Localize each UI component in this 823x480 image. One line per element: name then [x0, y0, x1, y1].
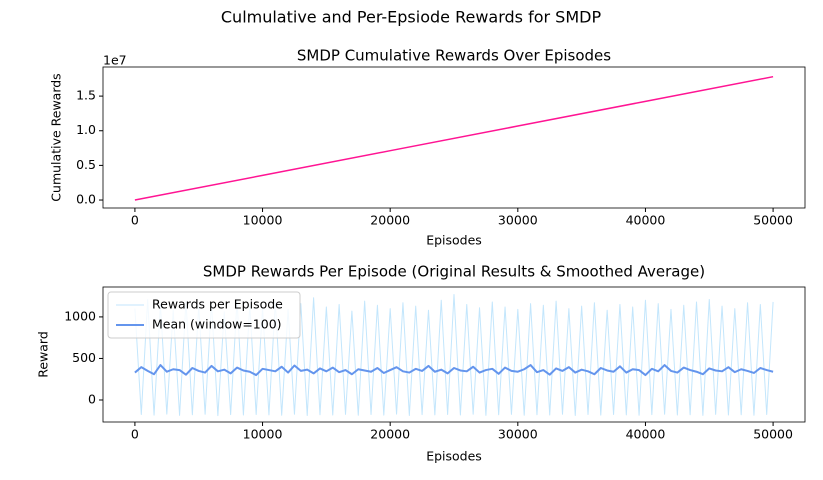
- x-tick-label: 50000: [753, 427, 793, 442]
- y-tick-label: 1.0: [76, 122, 96, 137]
- y-tick-label: 1.5: [76, 88, 96, 103]
- y-axis-label: Reward: [36, 331, 51, 378]
- x-tick-label: 10000: [243, 427, 283, 442]
- axes-frame: [102, 286, 806, 423]
- x-tick-label: 0: [131, 427, 139, 442]
- legend-label: Mean (window=100): [152, 317, 282, 332]
- x-tick-label: 20000: [370, 427, 410, 442]
- chart-title: SMDP Rewards Per Episode (Original Resul…: [203, 263, 705, 281]
- x-tick-label: 40000: [626, 213, 666, 228]
- x-tick-label: 20000: [370, 213, 410, 228]
- plot-area: [134, 75, 774, 201]
- x-tick-label: 30000: [498, 213, 538, 228]
- chart-title: SMDP Cumulative Rewards Over Episodes: [297, 47, 611, 65]
- series-line: [134, 364, 774, 377]
- y-tick-label: 500: [72, 350, 96, 365]
- x-axis-label: Episodes: [426, 233, 482, 248]
- x-tick-label: 30000: [498, 427, 538, 442]
- x-tick-label: 0: [131, 213, 139, 228]
- y-tick-label: 1000: [64, 308, 96, 323]
- axes-frame: [102, 66, 806, 209]
- x-axis-label: Episodes: [426, 449, 482, 464]
- series-line: [134, 293, 774, 417]
- y-tick-label: 0: [88, 391, 96, 406]
- y-tick-label: 0.5: [76, 157, 96, 172]
- legend-label: Rewards per Episode: [152, 297, 283, 312]
- x-tick-label: 10000: [243, 213, 283, 228]
- series-line: [134, 75, 774, 201]
- y-axis-label: Cumulative Rewards: [49, 73, 64, 201]
- y-offset-label: 1e7: [103, 53, 127, 68]
- plot-area: [134, 293, 774, 417]
- x-tick-label: 50000: [753, 213, 793, 228]
- legend-box: [107, 291, 301, 339]
- x-tick-label: 40000: [626, 427, 666, 442]
- y-tick-label: 0.0: [76, 192, 96, 207]
- figure-title: Culmulative and Per-Epsiode Rewards for …: [221, 8, 602, 27]
